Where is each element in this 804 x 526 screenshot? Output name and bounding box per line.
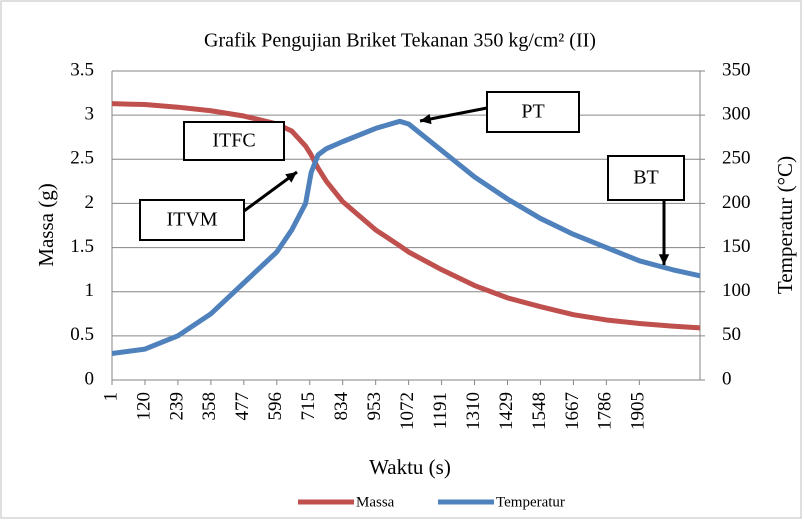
annotation-box bbox=[486, 91, 580, 133]
annotation-box bbox=[607, 155, 685, 201]
y-tick-label: 0 bbox=[85, 368, 95, 389]
annotation-arrow bbox=[243, 170, 298, 213]
x-tick-label: 1 bbox=[100, 392, 121, 402]
chart-title: Grafik Pengujian Briket Tekanan 350 kg/c… bbox=[204, 30, 596, 52]
annotation-box bbox=[183, 121, 285, 161]
annotation-arrowhead bbox=[420, 113, 432, 125]
annotation-label: BT bbox=[633, 167, 659, 189]
y2-tick-label: 150 bbox=[722, 236, 751, 257]
annotation-arrow bbox=[419, 106, 488, 123]
y-tick-label: 2.5 bbox=[70, 148, 94, 169]
legend-label: Massa bbox=[356, 494, 395, 510]
x-tick-label: 1548 bbox=[529, 392, 550, 430]
annotation-box bbox=[139, 199, 245, 241]
x-tick-label: 120 bbox=[133, 392, 154, 421]
y2-tick-label: 300 bbox=[722, 104, 751, 125]
series-line bbox=[111, 118, 701, 356]
y2-tick-label: 250 bbox=[722, 148, 751, 169]
x-tick-label: 834 bbox=[331, 392, 352, 421]
y2-tick-label: 100 bbox=[722, 280, 751, 301]
y2-axis-label: Temperatur (°C) bbox=[773, 156, 797, 294]
y-tick-label: 0.5 bbox=[70, 324, 94, 345]
y-axis-label: Massa (g) bbox=[34, 183, 58, 266]
y-tick-label: 3 bbox=[85, 104, 95, 125]
x-tick-label: 1310 bbox=[463, 392, 484, 430]
y-tick-label: 2 bbox=[85, 192, 95, 213]
y-tick-label: 1 bbox=[85, 280, 95, 301]
x-tick-label: 596 bbox=[265, 392, 286, 421]
x-tick-label: 1191 bbox=[430, 392, 451, 429]
x-tick-label: 1786 bbox=[595, 392, 616, 430]
annotation-label: ITVM bbox=[166, 209, 217, 231]
annotation-arrowhead bbox=[658, 254, 670, 265]
annotation-label: PT bbox=[521, 101, 544, 123]
annotation-label: ITFC bbox=[212, 130, 255, 152]
y-tick-label: 3.5 bbox=[70, 59, 94, 80]
x-tick-label: 477 bbox=[232, 392, 253, 421]
series-line bbox=[111, 101, 701, 331]
annotation-arrowhead bbox=[285, 172, 297, 183]
legend-label: Temperatur bbox=[496, 494, 565, 510]
x-tick-label: 1072 bbox=[397, 392, 418, 430]
x-tick-label: 1905 bbox=[628, 392, 649, 430]
y2-tick-label: 0 bbox=[722, 368, 732, 389]
x-tick-label: 1667 bbox=[562, 392, 583, 430]
y2-tick-label: 50 bbox=[722, 324, 741, 345]
y2-tick-label: 350 bbox=[722, 59, 751, 80]
y-tick-label: 1.5 bbox=[70, 236, 94, 257]
x-tick-label: 1429 bbox=[496, 392, 517, 430]
y2-tick-label: 200 bbox=[722, 192, 751, 213]
x-tick-label: 239 bbox=[166, 392, 187, 421]
x-tick-label: 358 bbox=[199, 392, 220, 421]
x-tick-label: 953 bbox=[364, 392, 385, 421]
x-axis-label: Waktu (s) bbox=[369, 455, 451, 479]
x-tick-label: 715 bbox=[298, 392, 319, 421]
